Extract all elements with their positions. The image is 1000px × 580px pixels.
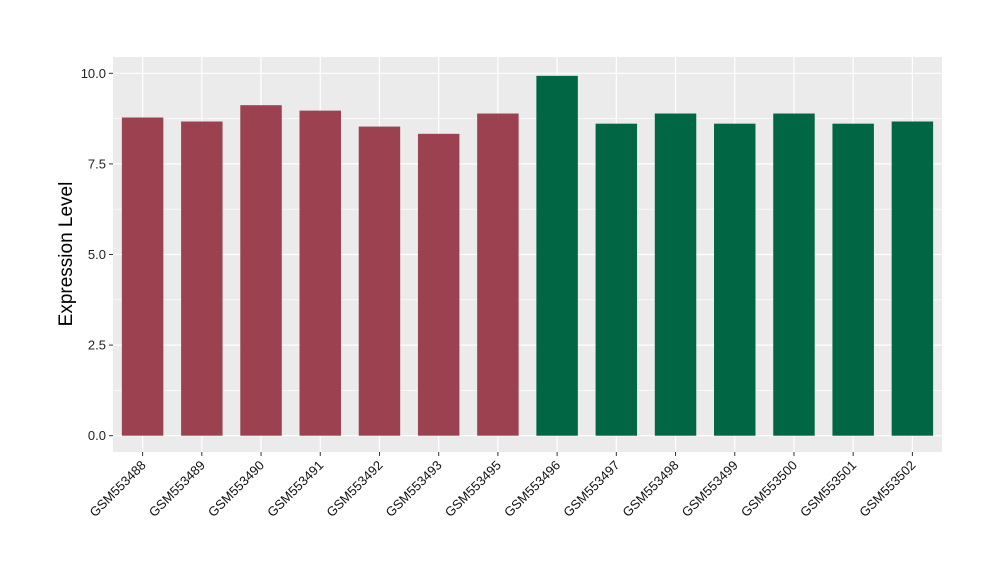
bar xyxy=(891,121,934,436)
bar xyxy=(358,126,401,436)
bar xyxy=(417,133,460,436)
bar xyxy=(121,117,164,436)
bar xyxy=(477,113,519,436)
bar xyxy=(536,75,578,436)
x-tick-label: GSM553490 xyxy=(205,458,267,520)
x-tick-label: GSM553496 xyxy=(501,458,563,520)
bar xyxy=(654,113,697,436)
x-tick-label: GSM553493 xyxy=(383,458,445,520)
bar xyxy=(299,110,341,436)
y-tick-label: 7.5 xyxy=(88,156,106,171)
y-tick-label: 5.0 xyxy=(88,247,106,262)
y-axis-label: Expression Level xyxy=(56,182,77,327)
x-tick-label: GSM553502 xyxy=(856,458,918,520)
x-tick-label: GSM553499 xyxy=(679,458,741,520)
x-tick-label: GSM553501 xyxy=(797,458,859,520)
x-tick-label: GSM553492 xyxy=(323,458,385,520)
x-tick-label: GSM553495 xyxy=(442,458,504,520)
bar xyxy=(240,105,282,436)
y-tick-label: 2.5 xyxy=(88,338,106,353)
bar xyxy=(773,113,815,436)
bar xyxy=(714,123,756,436)
bar xyxy=(595,123,638,436)
x-tick-label: GSM553498 xyxy=(619,458,681,520)
x-tick-label: GSM553489 xyxy=(146,458,208,520)
x-tick-label: GSM553497 xyxy=(560,458,622,520)
bar xyxy=(832,123,874,436)
y-tick-label: 10.0 xyxy=(81,66,106,81)
x-tick-label: GSM553491 xyxy=(264,458,326,520)
x-tick-label: GSM553500 xyxy=(738,458,800,520)
x-tick-label: GSM553488 xyxy=(87,458,149,520)
bar xyxy=(181,121,223,436)
y-tick-label: 0.0 xyxy=(88,428,106,443)
